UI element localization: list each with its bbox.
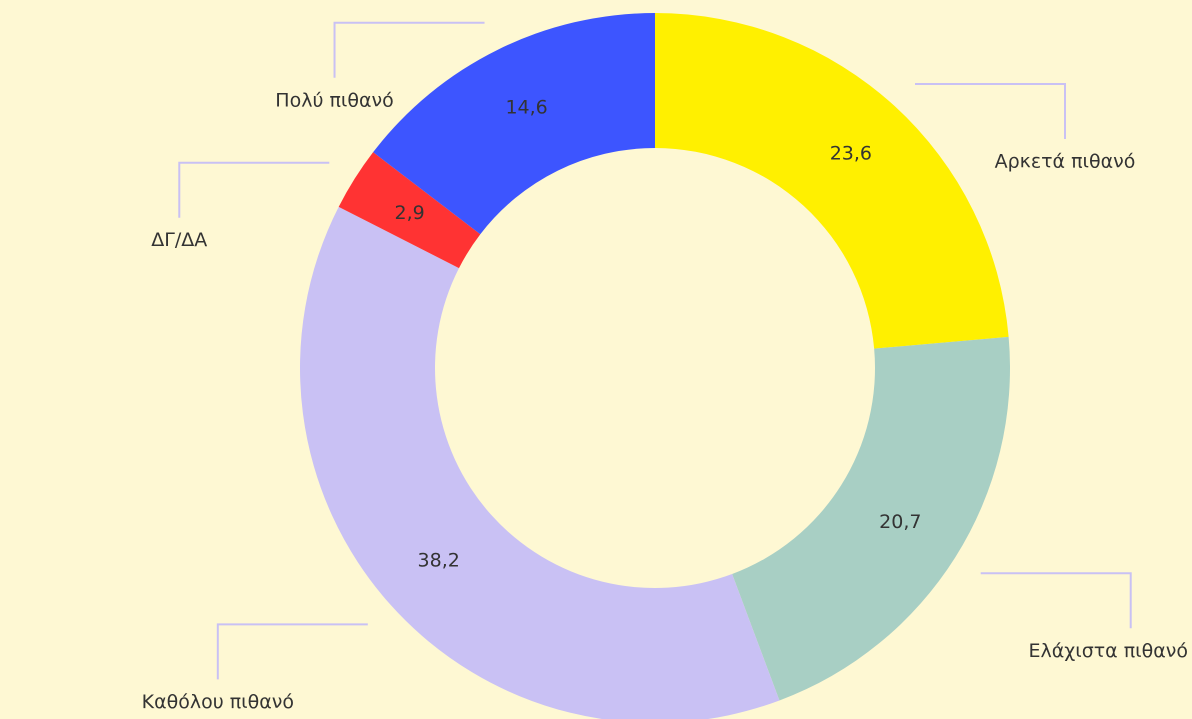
leader-line — [333, 21, 485, 78]
slice — [300, 206, 780, 719]
slice — [655, 13, 1009, 349]
leader-line — [980, 572, 1132, 629]
value-label: 2,9 — [395, 202, 425, 224]
category-label: ΔΓ/ΔΑ — [151, 229, 207, 251]
leader-line — [915, 83, 1066, 140]
category-label: Αρκετά πιθανό — [995, 151, 1136, 173]
slice — [338, 152, 481, 269]
category-label: Πολύ πιθανό — [275, 89, 393, 111]
category-label: Καθόλου πιθανό — [142, 691, 294, 713]
leader-line — [216, 623, 368, 680]
category-label: Ελάχιστα πιθανό — [1029, 640, 1188, 662]
value-label: 20,7 — [879, 511, 921, 533]
value-label: 23,6 — [830, 143, 872, 165]
value-label: 38,2 — [418, 550, 460, 572]
slice — [373, 13, 655, 235]
slice — [732, 336, 1010, 701]
leader-line — [178, 161, 330, 218]
value-label: 14,6 — [505, 96, 547, 118]
